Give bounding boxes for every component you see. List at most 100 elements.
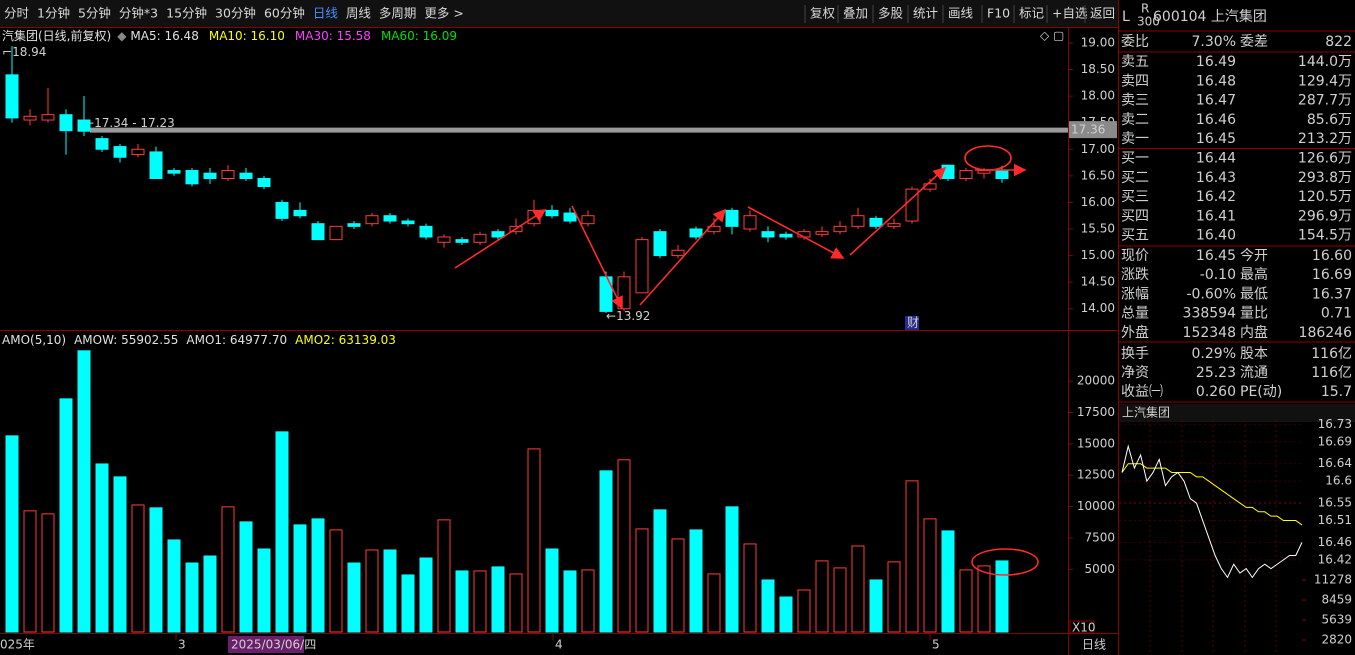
trend-arrow	[639, 208, 727, 306]
candle-body	[437, 236, 451, 243]
tool-button[interactable]: 复权	[810, 6, 836, 21]
marker-label[interactable]: 财	[907, 316, 919, 330]
volume-bar	[671, 538, 685, 633]
x-label: 4	[555, 638, 563, 652]
period-tab[interactable]: 5分钟	[78, 6, 111, 21]
high-label: 18.94	[12, 45, 46, 59]
indicator: MA60: 16.09	[381, 29, 457, 43]
field-label: 涨跌	[1121, 267, 1149, 283]
period-tab[interactable]: 日线	[313, 6, 339, 21]
y-tick-label: 5000	[1084, 562, 1115, 576]
period-tab[interactable]: 分钟*3	[119, 6, 158, 21]
tool-button[interactable]: 画线	[948, 6, 974, 21]
period-tab[interactable]: 分时	[4, 6, 30, 21]
volume-bar	[527, 448, 541, 633]
candle-body	[671, 249, 685, 257]
candle-body	[311, 223, 325, 241]
candle-body	[257, 178, 271, 187]
order-volume: 120.5万	[1298, 189, 1352, 205]
tool-button[interactable]: F10	[987, 6, 1010, 21]
volume-bar	[491, 566, 505, 633]
candle-body	[905, 188, 919, 222]
tool-button[interactable]: 多股	[878, 6, 904, 21]
tool-button[interactable]: +自选	[1052, 6, 1088, 21]
candle-body	[653, 231, 667, 257]
period-tab[interactable]: 1分钟	[37, 6, 70, 21]
order-volume: 293.8万	[1298, 170, 1352, 186]
order-volume: 296.9万	[1298, 208, 1352, 224]
tool-button[interactable]: 叠加	[843, 6, 868, 21]
y-tick-label: 16.50	[1081, 168, 1115, 182]
order-volume: 144.0万	[1298, 54, 1352, 70]
volume-bar	[941, 530, 955, 633]
volume-bar	[383, 549, 397, 633]
order-price: 16.48	[1196, 73, 1236, 89]
price-line	[1121, 444, 1303, 579]
candle-body	[599, 276, 613, 312]
field-value: 25.23	[1196, 365, 1236, 381]
y-tick-label: 15.00	[1081, 248, 1115, 262]
candle-body	[689, 228, 703, 238]
candle-body	[815, 231, 829, 235]
volume-bar	[419, 557, 433, 633]
date-highlight	[228, 636, 304, 653]
volume-bar	[635, 528, 649, 633]
volume-bar	[455, 570, 469, 633]
candle-body	[869, 217, 883, 227]
order-price: 16.40	[1196, 228, 1236, 244]
y-tick-label: 18.50	[1081, 62, 1115, 76]
scale-label: X10	[1072, 621, 1096, 635]
field-label: 委差	[1240, 34, 1268, 50]
order-volume: 129.4万	[1298, 73, 1352, 89]
volume-bar	[257, 548, 271, 633]
field-value: 16.69	[1312, 267, 1352, 283]
volume-bar	[743, 543, 757, 633]
more-arrow[interactable]: >	[453, 6, 463, 21]
volume-bar	[599, 470, 613, 633]
field-label: 换手	[1121, 345, 1149, 362]
period-tab[interactable]: 更多	[424, 6, 449, 21]
y-tick-label: 16.73	[1318, 417, 1352, 431]
x-label: 3	[178, 638, 186, 652]
volume-bar	[959, 569, 973, 633]
field-label: 委比	[1121, 34, 1149, 50]
candle-body	[491, 231, 505, 238]
period-tab[interactable]: 周线	[346, 6, 372, 21]
volume-bar	[473, 570, 487, 633]
field-label: 量比	[1240, 306, 1268, 322]
volume-bar	[977, 565, 991, 633]
field-label: 净资	[1121, 365, 1149, 381]
order-volume: 154.5万	[1298, 228, 1352, 244]
tool-button[interactable]: 统计	[913, 6, 938, 21]
field-value: 116亿	[1311, 365, 1352, 381]
volume-bar	[725, 506, 739, 633]
average-line	[1121, 463, 1303, 526]
candle-body	[239, 172, 253, 179]
candle-body	[833, 225, 847, 233]
period-tab[interactable]: 15分钟	[166, 6, 207, 21]
y-tick-label: 16.46	[1318, 535, 1352, 549]
order-price: 16.47	[1196, 93, 1236, 109]
volume-bar	[833, 567, 847, 633]
period-tab[interactable]: 30分钟	[215, 6, 256, 21]
reference-label: 17.36	[1071, 123, 1105, 137]
trend-arrow	[454, 209, 547, 269]
volume-bar	[311, 518, 325, 633]
field-label: 流通	[1240, 365, 1268, 381]
y-tick-label: 16.42	[1318, 552, 1352, 566]
period-tab[interactable]: 多周期	[379, 6, 417, 21]
candle-body	[563, 212, 577, 222]
indicator: AMO1: 64977.70	[186, 333, 287, 347]
indicator: AMO2: 63139.03	[295, 333, 396, 347]
candle-body	[347, 223, 361, 227]
tool-button[interactable]: 返回	[1090, 6, 1115, 21]
period-tab[interactable]: 60分钟	[264, 6, 305, 21]
field-label: PE(动)	[1240, 384, 1282, 400]
low-label: 13.92	[616, 309, 650, 323]
low-annotation: ←13.92	[606, 309, 650, 323]
chart-icons[interactable]: ◇ ▢	[1040, 29, 1064, 43]
volume-bar	[995, 560, 1009, 633]
y-tick-label: 10000	[1077, 499, 1115, 513]
tool-button[interactable]: 标记	[1019, 6, 1045, 21]
field-value: 15.7	[1321, 384, 1352, 400]
